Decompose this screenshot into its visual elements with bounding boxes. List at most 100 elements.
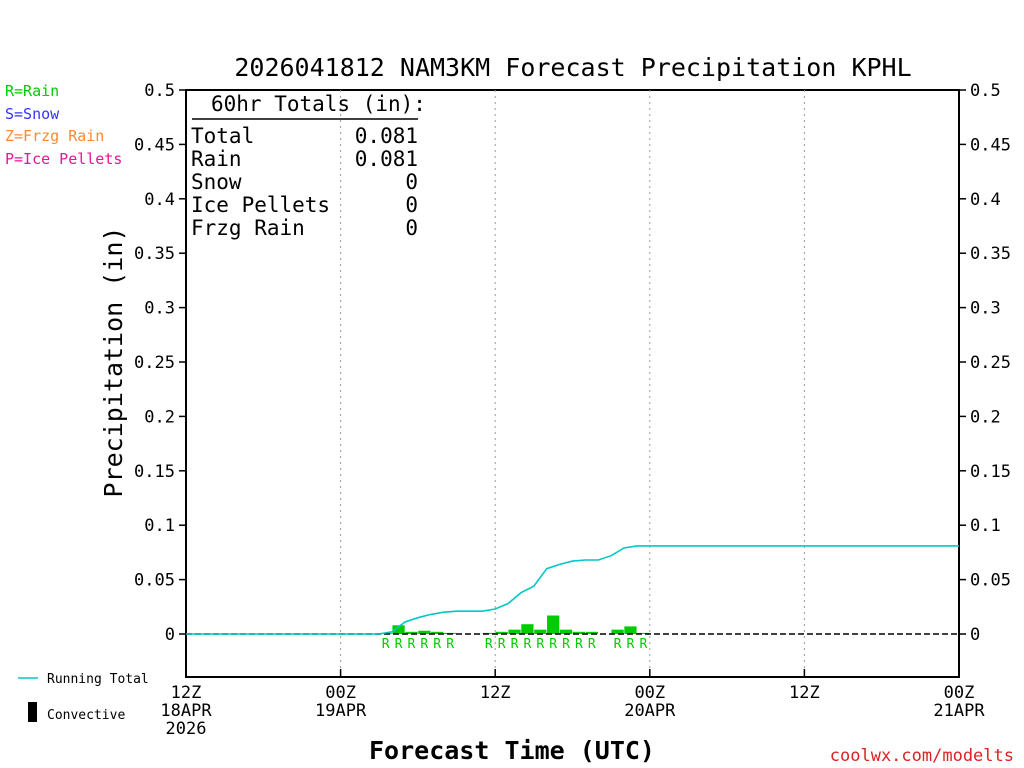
ptype-marker: R xyxy=(498,637,506,652)
totals-ice-label: Ice Pellets xyxy=(191,193,330,217)
x-tick-label: 21APR xyxy=(933,701,985,721)
y-axis-label: Precipitation (in) xyxy=(99,227,128,498)
ptype-legend: R=Rain S=Snow Z=Frzg Rain P=Ice Pellets xyxy=(5,82,122,168)
totals-snow-value: 0 xyxy=(405,170,418,194)
y-ticks: 0.5 0.5 0.45 0.45 0.4 0.4 0.35 0.35 0.3 0.3 0.25 0.… xyxy=(134,81,1011,645)
y-tick-label-right: 0.2 xyxy=(970,407,1001,427)
convective-legend-swatch xyxy=(28,702,37,722)
totals-ice-value: 0 xyxy=(405,193,418,217)
precip-bar xyxy=(521,624,534,634)
precip-bars xyxy=(379,615,650,634)
convective-legend-label: Convective xyxy=(47,708,125,723)
y-tick-label-left: 0.1 xyxy=(144,516,175,536)
ptype-marker: R xyxy=(639,637,647,652)
totals-total-label: Total xyxy=(191,124,254,148)
x-tick-label: 12Z xyxy=(789,683,820,703)
precip-bar xyxy=(392,625,405,634)
y-tick-label-right: 0 xyxy=(970,625,980,645)
ptype-marker: R xyxy=(395,637,403,652)
y-tick-label-left: 0.25 xyxy=(134,353,175,373)
x-tick-label: 2026 xyxy=(166,719,207,739)
x-tick-label: 12Z xyxy=(480,683,511,703)
x-tick-label: 00Z xyxy=(944,683,975,703)
ptype-marker: R xyxy=(485,637,493,652)
x-tick-label: 20APR xyxy=(624,701,676,721)
series-legend: Running Total Convective xyxy=(18,672,149,723)
x-axis-label: Forecast Time (UTC) xyxy=(369,736,655,765)
ptype-marker: R xyxy=(575,637,583,652)
precip-bar xyxy=(431,631,444,634)
x-tick-label: 18APR xyxy=(160,701,212,721)
legend-ice-pellets: P=Ice Pellets xyxy=(5,150,122,168)
totals-frzg-label: Frzg Rain xyxy=(191,216,305,240)
running-total-legend-label: Running Total xyxy=(47,672,149,687)
x-tick-label: 19APR xyxy=(315,701,367,721)
y-tick-label-right: 0.45 xyxy=(970,135,1011,155)
y-tick-label-right: 0.5 xyxy=(970,81,1001,101)
legend-rain: R=Rain xyxy=(5,82,59,100)
y-tick-label-right: 0.25 xyxy=(970,353,1011,373)
ptype-marker: R xyxy=(562,637,570,652)
y-tick-label-left: 0.5 xyxy=(144,81,175,101)
precip-bar xyxy=(547,615,560,634)
ptype-marker: R xyxy=(446,637,454,652)
ptype-marker: R xyxy=(382,637,390,652)
totals-header: 60hr Totals (in): xyxy=(211,92,426,116)
legend-frzg-rain: Z=Frzg Rain xyxy=(5,127,104,145)
precip-bar xyxy=(495,631,508,634)
ptype-marker: R xyxy=(536,637,544,652)
precip-bar xyxy=(585,631,598,634)
running-total-layer xyxy=(186,545,959,635)
grid-layer xyxy=(340,90,805,677)
precip-bar xyxy=(534,629,547,634)
totals-frzg-value: 0 xyxy=(405,216,418,240)
ptype-marker: R xyxy=(433,637,441,652)
y-tick-label-left: 0.45 xyxy=(134,135,175,155)
y-tick-label-right: 0.1 xyxy=(970,516,1001,536)
precip-bar xyxy=(559,629,573,634)
y-tick-label-left: 0.2 xyxy=(144,407,175,427)
ptype-marker: R xyxy=(523,637,531,652)
x-tick-label: 00Z xyxy=(325,683,356,703)
precip-bar xyxy=(611,629,624,634)
totals-total-value: 0.081 xyxy=(355,124,418,148)
y-tick-label-right: 0.05 xyxy=(970,571,1011,591)
ptype-marker: R xyxy=(420,637,428,652)
totals-rain-value: 0.081 xyxy=(355,147,418,171)
precip-bar xyxy=(405,631,418,634)
precip-bar xyxy=(572,631,586,634)
y-tick-label-left: 0.15 xyxy=(134,462,175,482)
precip-bar xyxy=(624,626,637,634)
y-tick-label-left: 0 xyxy=(165,625,175,645)
ptype-marker: R xyxy=(511,637,519,652)
plot-frame xyxy=(185,89,960,678)
precip-bar xyxy=(418,630,431,634)
precip-bar xyxy=(508,629,521,634)
y-tick-label-right: 0.4 xyxy=(970,190,1001,210)
legend-snow: S=Snow xyxy=(5,105,60,123)
y-tick-label-left: 0.05 xyxy=(134,571,175,591)
ptype-marker: R xyxy=(627,637,635,652)
precip-bar xyxy=(637,632,650,634)
y-tick-label-right: 0.35 xyxy=(970,244,1011,264)
totals-box: 60hr Totals (in): Total 0.081 Rain 0.081… xyxy=(191,92,426,240)
credit-text: coolwx.com/modelts xyxy=(830,746,1014,766)
y-tick-label-left: 0.35 xyxy=(134,244,175,264)
chart-title: 2026041812 NAM3KM Forecast Precipitation… xyxy=(234,53,911,82)
totals-snow-label: Snow xyxy=(191,170,242,194)
y-tick-label-right: 0.15 xyxy=(970,462,1011,482)
y-tick-label-left: 0.3 xyxy=(144,299,175,319)
y-tick-label-left: 0.4 xyxy=(144,190,175,210)
ptype-marker: R xyxy=(614,637,622,652)
x-tick-label: 00Z xyxy=(634,683,665,703)
y-tick-label-right: 0.3 xyxy=(970,299,1001,319)
ptype-marker: R xyxy=(549,637,557,652)
ptype-marker: R xyxy=(588,637,596,652)
x-tick-label: 12Z xyxy=(171,683,202,703)
running-total-line xyxy=(186,545,959,635)
ptype-marker: R xyxy=(408,637,416,652)
totals-rain-label: Rain xyxy=(191,147,242,171)
